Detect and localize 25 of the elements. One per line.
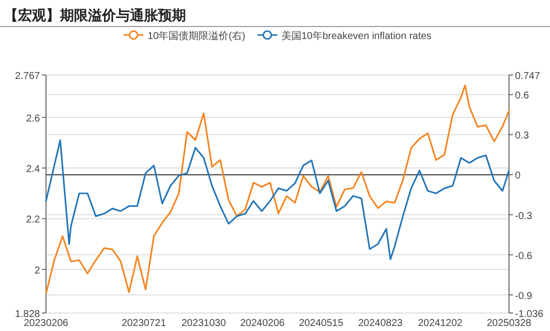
- y2-tick-label: -0.9: [515, 290, 533, 302]
- x-tick-label: 20240515: [298, 318, 344, 329]
- y2-tick-label: 0.3: [515, 130, 530, 142]
- legend-label: 10年国债期限溢价(右): [148, 30, 246, 42]
- x-tick-label: 20241202: [418, 318, 463, 329]
- y2-tick-label: 0.747: [515, 71, 540, 82]
- y-tick-label: 2.767: [14, 71, 40, 82]
- y-tick-label: 2.4: [26, 164, 40, 176]
- x-tick-label: 20250328: [486, 318, 532, 329]
- legend-label: 美国10年breakeven inflation rates: [281, 30, 432, 42]
- x-tick-label: 20230206: [24, 318, 69, 329]
- y-tick-label: 1.828: [14, 309, 40, 320]
- y-tick-label: 2: [34, 265, 40, 276]
- y2-tick-label: -1.036: [515, 309, 544, 320]
- chart-title: 【宏观】期限溢价与通胀预期: [4, 7, 186, 23]
- y2-tick-label: -0.6: [515, 250, 533, 262]
- x-tick-label: 20240823: [358, 318, 404, 329]
- y2-tick-label: 0.6: [515, 90, 530, 102]
- y-tick-label: 2.2: [26, 214, 40, 226]
- x-tick-label: 20231030: [181, 318, 226, 329]
- x-tick-label: 20240206: [240, 318, 286, 329]
- y-tick-label: 2.6: [26, 113, 40, 124]
- y2-tick-label: 0: [515, 170, 521, 182]
- x-tick-label: 20230721: [122, 318, 166, 329]
- y2-tick-label: -0.3: [515, 210, 533, 222]
